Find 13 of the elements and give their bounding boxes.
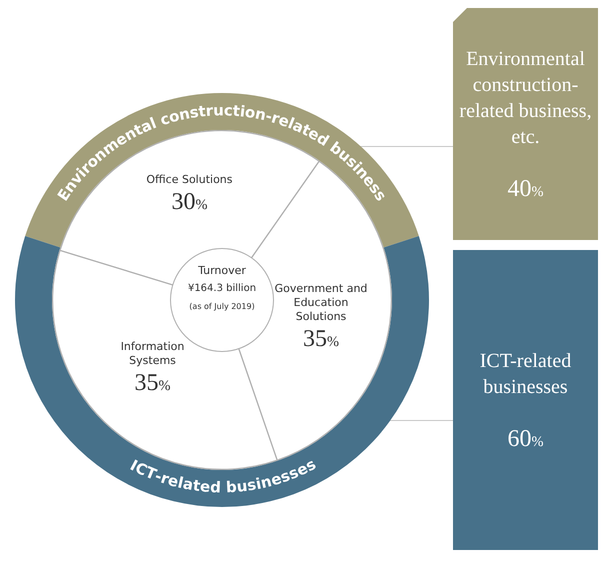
text: (as of July 2019)	[188, 302, 256, 311]
data-label: 40%	[508, 176, 544, 202]
data-label: 35%	[303, 326, 340, 352]
data-label: 30%	[171, 189, 208, 216]
slice-label: Information Systems	[120, 340, 186, 368]
slice-label: Office Solutions	[145, 173, 234, 188]
slice-label: Environmental construction-related business, etc.	[458, 46, 593, 150]
slice-label: Government and Education Solutions	[274, 282, 368, 324]
text: Turnover	[197, 264, 247, 277]
text: ¥164.3 billion	[186, 283, 258, 294]
slice-label: ICT-related businesses	[478, 348, 572, 400]
data-label: 60%	[508, 426, 544, 452]
data-label: 35%	[134, 370, 171, 396]
